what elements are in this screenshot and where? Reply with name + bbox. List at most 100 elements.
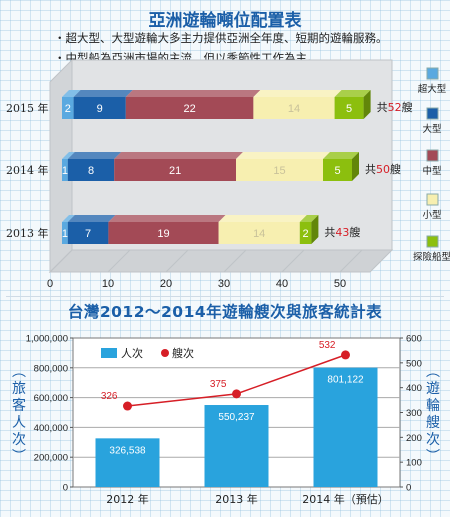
y-left-axis-title: 旅: [12, 381, 26, 397]
y-right-tick-label: 600: [406, 334, 422, 345]
bar-segment: [236, 159, 323, 181]
bottom-chart-title: 台灣2012～2014年遊輪艘次與旅客統計表: [67, 303, 383, 321]
y-right-axis-title: 次: [426, 432, 440, 448]
visitor-bar-label: 326,538: [109, 445, 146, 456]
bar-segment-top: [62, 152, 75, 159]
bar-segment-top: [236, 152, 330, 159]
x-gridline: [49, 249, 73, 273]
y-right-tick-label: 200: [406, 433, 422, 444]
bar-segment: [218, 222, 300, 244]
bar-segment-label: 8: [88, 165, 94, 177]
bar-segment: [323, 159, 352, 181]
legend-swatch: [426, 235, 439, 248]
visitor-bar-label: 801,122: [327, 375, 364, 386]
ship-visits-point: [123, 401, 132, 411]
x-tick-label: 20: [160, 278, 172, 290]
bar-segment-top: [62, 215, 75, 222]
bar-segment: [62, 97, 74, 119]
ship-visits-label: 375: [210, 379, 227, 390]
bar-segment-label: 9: [97, 103, 103, 115]
bar-segment: [67, 159, 115, 181]
bar-segment-label: 14: [253, 228, 265, 240]
y-left-tick-label: 600,000: [34, 393, 68, 404]
legend-label: 小型: [422, 210, 442, 221]
bar-segment-top: [67, 152, 122, 159]
y-right-axis-title: 輪: [426, 397, 440, 414]
total-prefix: 共: [365, 163, 376, 176]
y-right-axis-title: ︵: [426, 364, 440, 380]
bar-segment: [73, 97, 126, 119]
bar-segment-top: [323, 152, 359, 159]
bar-segment: [67, 222, 109, 244]
category-label: 2014 年: [6, 163, 49, 177]
ship-visits-point: [232, 389, 241, 399]
legend-label: 探險船型: [413, 251, 450, 263]
legend-bar-label: 人次: [121, 346, 143, 360]
bar-segment: [108, 222, 219, 244]
bar-segment-top: [114, 152, 243, 159]
bar-segment: [125, 97, 254, 119]
bar-segment: [299, 222, 312, 244]
visitor-bar: [95, 438, 160, 487]
bar-segment-top: [62, 90, 81, 97]
legend-line-marker: [161, 349, 169, 357]
y-right-tick-label: 0: [406, 483, 411, 494]
bar-total-label: 共52艘: [377, 100, 413, 114]
total-suffix: 艘: [390, 162, 401, 176]
legend-label: 超大型: [418, 83, 447, 95]
ship-visits-label: 532: [319, 340, 336, 351]
note-line-1: ・超大型、大型遊輪大多主力提供亞洲全年度、短期的遊輪服務。: [54, 31, 388, 45]
bar-segment-label: 15: [273, 165, 285, 177]
bar-segment-label: 2: [303, 228, 309, 240]
legend-label: 中型: [422, 165, 442, 177]
total-value: 43: [335, 226, 349, 239]
bar-segment: [334, 97, 364, 119]
bar-segment: [62, 159, 68, 181]
bar-segment: [62, 222, 68, 244]
bar-end-face: [363, 90, 371, 119]
y-left-tick-label: 1,000,000: [26, 334, 68, 345]
visitor-bar: [313, 367, 378, 487]
category-label: 2015 年: [6, 101, 49, 115]
bar-segment-label: 2: [65, 103, 71, 115]
visitor-bar: [204, 405, 269, 487]
y-left-axis-title: 次: [12, 432, 26, 448]
bar-segment-label: 21: [169, 165, 181, 177]
bar-segment-top: [299, 215, 319, 222]
legend-swatch: [426, 67, 439, 80]
total-prefix: 共: [324, 226, 335, 239]
x-category-label: 2013 年: [215, 492, 258, 506]
bar-segment-top: [67, 215, 116, 222]
x-tick-label: 40: [276, 278, 288, 290]
total-prefix: 共: [377, 101, 388, 114]
y-left-axis-title: ︵: [12, 364, 26, 380]
legend-bar-swatch: [101, 348, 117, 358]
x-gridline: [339, 249, 363, 273]
total-value: 52: [388, 101, 402, 114]
bar-segment-label: 22: [183, 103, 195, 115]
bar-end-face: [311, 215, 319, 244]
legend-swatch: [426, 149, 439, 162]
y-right-axis-title: ︶: [426, 449, 440, 465]
bar-segment-top: [73, 90, 133, 97]
bar-segment-top: [108, 215, 226, 222]
bar-segment-label: 1: [62, 165, 68, 177]
bar-segment-label: 14: [288, 103, 300, 115]
y-right-axis-title: 艘: [426, 415, 440, 431]
y-left-axis-title: ︶: [12, 449, 26, 465]
y-left-axis-title: 客: [12, 397, 26, 414]
bar-segment-top: [334, 90, 371, 97]
y-left-axis-title: 人: [12, 415, 26, 431]
ship-visits-point: [341, 350, 350, 360]
bar-segment-label: 5: [346, 103, 352, 115]
x-gridline: [107, 249, 131, 273]
bar-segment-top: [253, 90, 342, 97]
y-right-tick-label: 400: [406, 383, 422, 394]
legend-label: 大型: [422, 123, 442, 135]
bar-end-face: [352, 152, 359, 181]
total-suffix: 艘: [402, 100, 413, 114]
bar-segment-top: [125, 90, 261, 97]
bar-segment: [253, 97, 335, 119]
